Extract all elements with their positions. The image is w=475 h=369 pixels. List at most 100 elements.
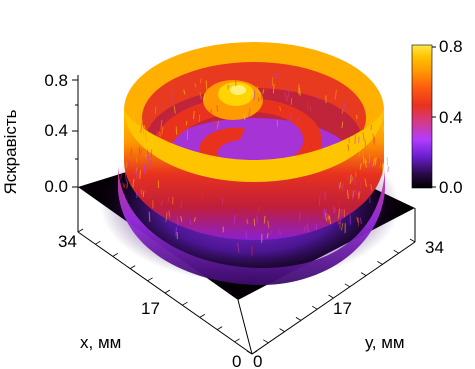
surface-noise-stroke (298, 212, 301, 222)
surface-noise-stroke (348, 138, 350, 143)
surface-center-peak-tip (230, 85, 246, 95)
z-axis-label: Яскравість (1, 109, 20, 194)
surface-noise-stroke (277, 81, 279, 86)
surface-noise-stroke (374, 159, 377, 165)
surface-noise-stroke (279, 229, 281, 236)
surface-noise-stroke (318, 196, 321, 206)
surface-noise-stroke (257, 205, 260, 212)
surface-noise-stroke (382, 126, 385, 132)
surface-noise-stroke (328, 215, 332, 225)
surface-noise-stroke (349, 174, 352, 184)
surface-noise-stroke (161, 126, 164, 135)
surface-noise-stroke (194, 83, 197, 88)
x-axis-minor-tick (147, 277, 153, 282)
surface-noise-stroke (147, 153, 150, 161)
colorbar (411, 44, 433, 189)
surface-noise-stroke (142, 190, 145, 198)
surface-noise-stroke (193, 217, 196, 222)
surface-noise-stroke (337, 217, 340, 225)
surface-noise-stroke (338, 208, 340, 219)
surface-noise-stroke (135, 191, 138, 199)
x-axis-minor-tick (182, 301, 188, 306)
surface-noise-stroke (267, 220, 270, 229)
surface-noise-stroke (347, 144, 350, 151)
surface-noise-stroke (382, 162, 385, 171)
surface-noise-stroke (326, 213, 329, 223)
surface-noise-stroke (348, 189, 351, 197)
surface-noise-stroke (351, 176, 354, 182)
surface-noise-stroke (333, 206, 337, 213)
surface-noise-stroke (167, 196, 170, 203)
surface-noise-stroke (387, 166, 390, 173)
surface-noise-stroke (183, 89, 186, 95)
surface-noise-stroke (160, 200, 163, 206)
surface-noise-stroke (216, 120, 220, 130)
y-axis-minor-tick (360, 272, 367, 276)
y-axis-label: у, мм (365, 333, 405, 352)
surface-noise-stroke (180, 200, 183, 209)
surface-noise-stroke (369, 160, 372, 168)
y-axis-minor-tick (279, 328, 285, 332)
x-axis-minor-tick (129, 265, 136, 269)
surface-noise-stroke (140, 189, 143, 195)
surface-noise-stroke (210, 109, 212, 116)
surface-noise-stroke (362, 132, 365, 141)
surface-noise-stroke (316, 94, 319, 100)
surface-noise-stroke (127, 161, 131, 169)
surface-noise-stroke (135, 168, 138, 177)
surface-noise-stroke (359, 217, 362, 225)
z-tick-label-1: 0.4 (44, 121, 68, 140)
surface-noise-stroke (155, 130, 158, 136)
surface-noise-stroke (143, 124, 146, 131)
surface-outer-ring-front (124, 108, 384, 240)
surface-noise-stroke (142, 127, 145, 135)
box-edge (237, 299, 253, 355)
surface-noise-stroke (381, 171, 383, 176)
surface-noise-stroke (359, 162, 362, 170)
surface-noise-stroke (199, 92, 202, 100)
surface-noise-stroke (171, 96, 174, 105)
surface-noise-stroke (132, 178, 135, 188)
y-axis-minor-tick (246, 350, 253, 355)
y-axis-minor-tick (295, 317, 302, 321)
surface-noise-stroke (298, 87, 301, 96)
surface-noise-stroke (173, 105, 176, 114)
surface-noise-stroke (286, 95, 289, 102)
surface-noise-stroke (346, 189, 349, 199)
surface-noise-stroke (272, 83, 275, 94)
surface-noise-stroke (140, 148, 143, 154)
surface-noise-stroke (287, 88, 290, 98)
surface-noise-stroke (180, 216, 183, 222)
x-axis-minor-tick (216, 326, 223, 330)
y-tick-label-0: 0 (253, 352, 262, 369)
surface-noise-stroke (372, 133, 375, 143)
y-axis-ticks (246, 238, 416, 355)
surface-noise-stroke (201, 192, 204, 200)
y-axis-minor-tick (328, 294, 334, 299)
x-axis-minor-tick (199, 314, 206, 318)
surface-noise-stroke (123, 184, 126, 189)
surface-noise-stroke (370, 183, 373, 191)
surface-noise-stroke (221, 198, 224, 205)
y-axis-minor-tick (344, 283, 351, 288)
surface-noise-stroke (332, 205, 335, 214)
surface-noise-stroke (161, 102, 164, 110)
surface-noise-stroke (275, 72, 278, 79)
surface-noise-stroke (233, 214, 236, 225)
surface-skirt (118, 165, 385, 285)
z-tick-label-2: 0.8 (44, 71, 68, 90)
surface-noise-stroke (334, 89, 337, 100)
y-axis-minor-tick (409, 238, 416, 243)
surface-noise-stroke (347, 176, 349, 181)
surface-noise-stroke (351, 189, 354, 200)
surface-noise-stroke (364, 178, 367, 187)
surface-noise-stroke (361, 150, 364, 156)
surface-noise-stroke (256, 86, 259, 94)
surface-noise-stroke (266, 233, 269, 239)
surface-noise-stroke (138, 146, 141, 156)
x-tick-label-34: 34 (58, 232, 77, 251)
surface-noise-stroke (339, 182, 342, 189)
y-axis-minor-tick (377, 261, 383, 265)
surface-noise-stroke (263, 215, 266, 224)
surface-noise-stroke (284, 92, 287, 101)
